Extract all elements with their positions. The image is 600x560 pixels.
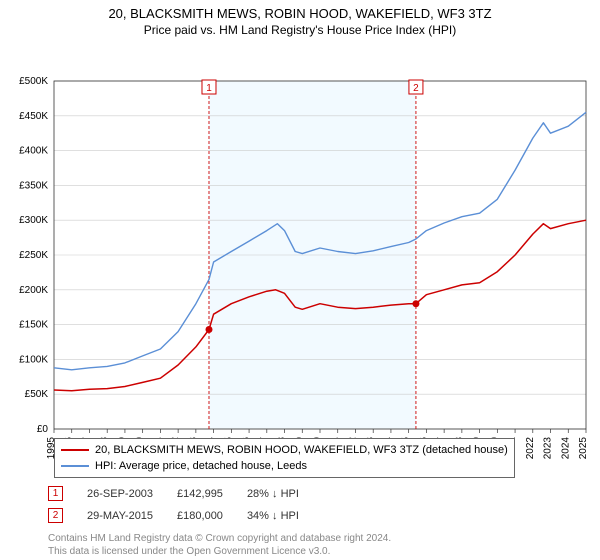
sale-price: £180,000 bbox=[177, 510, 223, 522]
sale-date: 29-MAY-2015 bbox=[87, 510, 153, 522]
sale-badge: 1 bbox=[48, 486, 63, 501]
svg-text:£50K: £50K bbox=[25, 389, 49, 400]
chart-subtitle: Price paid vs. HM Land Registry's House … bbox=[0, 21, 600, 37]
svg-text:2025: 2025 bbox=[578, 437, 589, 460]
legend-swatch-property bbox=[61, 449, 89, 451]
svg-text:£500K: £500K bbox=[19, 76, 48, 87]
sale-row: 2 29-MAY-2015 £180,000 34% ↓ HPI bbox=[48, 508, 299, 523]
sale-row: 1 26-SEP-2003 £142,995 28% ↓ HPI bbox=[48, 486, 299, 501]
price-chart: £0 £50K £100K £150K £200K £250K £300K £350K £400… bbox=[0, 37, 600, 475]
svg-text:£250K: £250K bbox=[19, 250, 48, 261]
svg-text:2022: 2022 bbox=[525, 437, 536, 460]
svg-text:£400K: £400K bbox=[19, 146, 48, 157]
legend-swatch-hpi bbox=[61, 465, 89, 467]
legend-row-hpi: HPI: Average price, detached house, Leed… bbox=[61, 458, 508, 474]
footer-note: Contains HM Land Registry data © Crown c… bbox=[48, 532, 391, 558]
sale-price: £142,995 bbox=[177, 488, 223, 500]
sale-badge: 2 bbox=[48, 508, 63, 523]
sale-delta: 28% ↓ HPI bbox=[247, 488, 299, 500]
sale-delta: 34% ↓ HPI bbox=[247, 510, 299, 522]
svg-text:2024: 2024 bbox=[560, 437, 571, 460]
footer-line-2: This data is licensed under the Open Gov… bbox=[48, 545, 391, 558]
svg-text:£200K: £200K bbox=[19, 285, 48, 296]
svg-text:2023: 2023 bbox=[543, 437, 554, 460]
svg-text:2: 2 bbox=[413, 83, 419, 94]
svg-text:£100K: £100K bbox=[19, 354, 48, 365]
svg-text:£450K: £450K bbox=[19, 111, 48, 122]
legend-label-property: 20, BLACKSMITH MEWS, ROBIN HOOD, WAKEFIE… bbox=[95, 444, 508, 456]
svg-text:£0: £0 bbox=[37, 424, 49, 435]
sale-date: 26-SEP-2003 bbox=[87, 488, 153, 500]
svg-text:£350K: £350K bbox=[19, 180, 48, 191]
svg-text:1: 1 bbox=[206, 83, 212, 94]
legend-label-hpi: HPI: Average price, detached house, Leed… bbox=[95, 460, 307, 472]
legend-row-property: 20, BLACKSMITH MEWS, ROBIN HOOD, WAKEFIE… bbox=[61, 442, 508, 458]
svg-text:£150K: £150K bbox=[19, 320, 48, 331]
svg-text:£300K: £300K bbox=[19, 215, 48, 226]
footer-line-1: Contains HM Land Registry data © Crown c… bbox=[48, 532, 391, 545]
legend: 20, BLACKSMITH MEWS, ROBIN HOOD, WAKEFIE… bbox=[54, 438, 515, 478]
chart-title: 20, BLACKSMITH MEWS, ROBIN HOOD, WAKEFIE… bbox=[0, 0, 600, 21]
